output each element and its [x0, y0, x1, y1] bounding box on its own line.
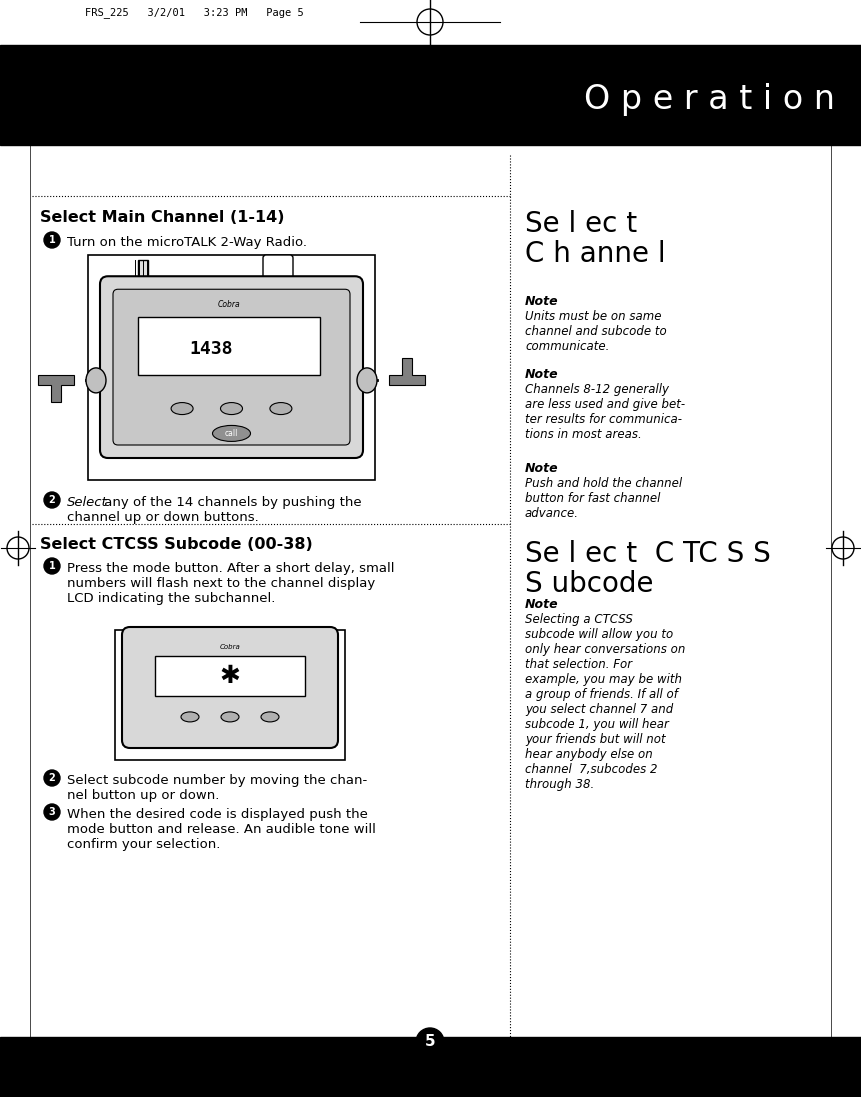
- Bar: [88, 255, 375, 480]
- Text: Note: Note: [525, 598, 559, 611]
- FancyBboxPatch shape: [113, 290, 350, 445]
- Bar: [138, 260, 148, 285]
- FancyBboxPatch shape: [263, 255, 293, 285]
- Text: any of the 14 channels by pushing the: any of the 14 channels by pushing the: [100, 496, 362, 509]
- Ellipse shape: [261, 712, 279, 722]
- Text: 1438: 1438: [189, 340, 232, 359]
- Ellipse shape: [220, 403, 243, 415]
- Circle shape: [416, 1028, 444, 1056]
- Circle shape: [44, 804, 60, 819]
- Text: Channels 8-12 generally
are less used and give bet-
ter results for communica-
t: Channels 8-12 generally are less used an…: [525, 383, 685, 441]
- Bar: [0, 45, 861, 145]
- Text: Select subcode number by moving the chan-
nel button up or down.: Select subcode number by moving the chan…: [67, 774, 368, 802]
- Text: 1: 1: [48, 561, 55, 572]
- Circle shape: [44, 558, 60, 574]
- Polygon shape: [389, 359, 425, 385]
- Ellipse shape: [357, 367, 377, 393]
- Text: 1: 1: [48, 235, 55, 245]
- Text: Push and hold the channel
button for fast channel
advance.: Push and hold the channel button for fas…: [525, 477, 682, 520]
- Circle shape: [44, 491, 60, 508]
- Polygon shape: [38, 375, 74, 403]
- Text: channel up or down buttons.: channel up or down buttons.: [67, 511, 259, 524]
- Text: FRS_225   3/2/01   3:23 PM   Page 5: FRS_225 3/2/01 3:23 PM Page 5: [85, 8, 304, 19]
- Text: Select Main Channel (1-14): Select Main Channel (1-14): [40, 210, 284, 225]
- Text: C h anne l: C h anne l: [525, 240, 666, 268]
- Text: 2: 2: [48, 773, 55, 783]
- Text: 5: 5: [424, 1034, 436, 1050]
- Bar: [115, 630, 345, 760]
- FancyBboxPatch shape: [100, 276, 363, 459]
- Text: When the desired code is displayed push the
mode button and release. An audible : When the desired code is displayed push …: [67, 808, 376, 851]
- Circle shape: [44, 770, 60, 785]
- Text: Se l ec t  C TC S S: Se l ec t C TC S S: [525, 540, 771, 568]
- Text: Cobra: Cobra: [220, 644, 240, 651]
- Text: Note: Note: [525, 295, 559, 308]
- Text: Selecting a CTCSS
subcode will allow you to
only hear conversations on
that sele: Selecting a CTCSS subcode will allow you…: [525, 613, 685, 791]
- Ellipse shape: [171, 403, 193, 415]
- Text: O p e r a t i o n: O p e r a t i o n: [584, 83, 835, 116]
- Circle shape: [44, 231, 60, 248]
- Text: 3: 3: [48, 807, 55, 817]
- Text: ✱: ✱: [220, 664, 240, 688]
- Bar: [138, 317, 320, 375]
- Text: Units must be on same
channel and subcode to
communicate.: Units must be on same channel and subcod…: [525, 310, 666, 353]
- Text: Note: Note: [525, 462, 559, 475]
- Bar: [0, 1037, 861, 1055]
- Text: Select CTCSS Subcode (00-38): Select CTCSS Subcode (00-38): [40, 538, 313, 552]
- Text: Select: Select: [67, 496, 108, 509]
- Text: Note: Note: [525, 367, 559, 381]
- FancyBboxPatch shape: [122, 627, 338, 748]
- Ellipse shape: [86, 367, 106, 393]
- Text: Press the mode button. After a short delay, small
numbers will flash next to the: Press the mode button. After a short del…: [67, 562, 394, 606]
- Bar: [155, 656, 305, 695]
- Ellipse shape: [213, 426, 251, 441]
- Bar: [0, 1055, 861, 1097]
- Text: S ubcode: S ubcode: [525, 570, 653, 598]
- Text: call: call: [225, 429, 238, 438]
- Text: Se l ec t: Se l ec t: [525, 210, 637, 238]
- Text: 2: 2: [48, 495, 55, 505]
- Ellipse shape: [221, 712, 239, 722]
- Bar: [0, 0, 861, 45]
- Text: Cobra: Cobra: [218, 301, 240, 309]
- Text: Turn on the microTALK 2-Way Radio.: Turn on the microTALK 2-Way Radio.: [67, 236, 307, 249]
- Ellipse shape: [269, 403, 292, 415]
- Ellipse shape: [181, 712, 199, 722]
